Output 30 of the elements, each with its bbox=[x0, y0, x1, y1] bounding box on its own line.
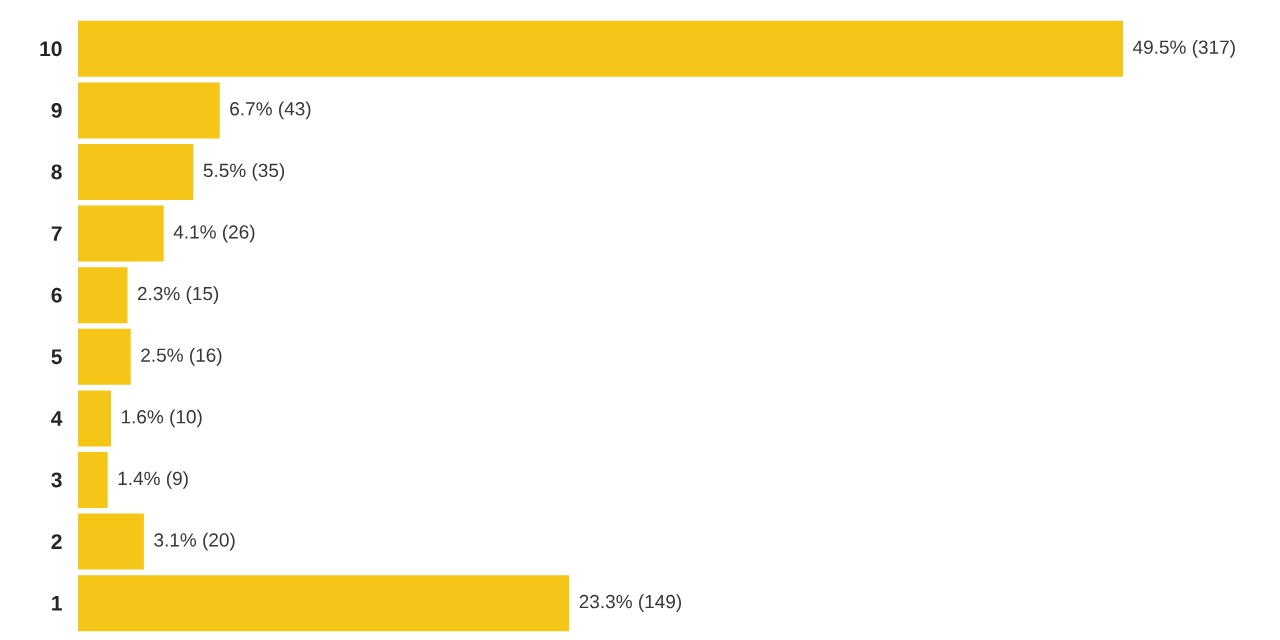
bar bbox=[78, 82, 220, 139]
data-label: 49.5% (317) bbox=[1132, 39, 1235, 58]
bar bbox=[78, 20, 1124, 77]
y-tick-label: 3 bbox=[51, 472, 62, 488]
y-tick-label: 5 bbox=[51, 349, 62, 365]
y-tick-label: 1 bbox=[52, 595, 62, 611]
y-tick-label: 7 bbox=[51, 226, 62, 241]
bar bbox=[78, 267, 128, 324]
data-label: 2.3% (15) bbox=[137, 286, 219, 305]
y-tick-label: 4 bbox=[51, 411, 63, 426]
y-tick-label: 10 bbox=[40, 41, 62, 57]
bar bbox=[78, 144, 194, 200]
bar bbox=[78, 328, 131, 385]
data-label: 1.4% (9) bbox=[118, 471, 188, 489]
data-label: 4.1% (26) bbox=[173, 224, 255, 243]
bar bbox=[78, 452, 108, 509]
y-tick-label: 9 bbox=[51, 102, 62, 118]
data-label: 1.6% (10) bbox=[121, 409, 202, 428]
y-tick-label: 2 bbox=[51, 534, 62, 549]
bar bbox=[78, 205, 164, 262]
bar bbox=[78, 390, 111, 447]
bar bbox=[78, 513, 144, 570]
data-label: 6.7% (43) bbox=[230, 101, 311, 120]
data-label: 2.5% (16) bbox=[141, 347, 222, 366]
y-tick-label: 6 bbox=[51, 287, 62, 303]
data-label: 23.3% (149) bbox=[579, 594, 682, 613]
bar bbox=[78, 575, 570, 632]
data-label: 5.5% (35) bbox=[203, 163, 285, 181]
data-label: 3.1% (20) bbox=[154, 532, 235, 551]
y-tick-label: 8 bbox=[51, 164, 62, 180]
